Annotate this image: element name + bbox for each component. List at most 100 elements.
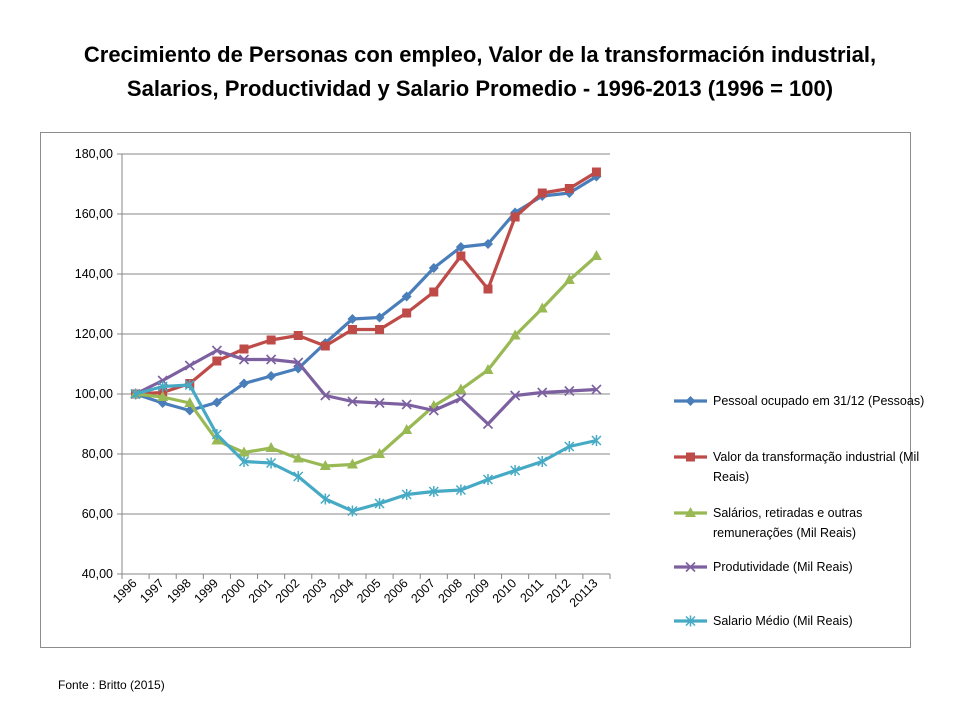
data-point (564, 441, 575, 452)
data-point (537, 387, 548, 398)
line-chart: 40,00 60,00 80,00 100,00 120,00 140,00 160,00 1… (75, 147, 611, 610)
data-point (347, 396, 358, 407)
x-tick-label: 2002 (273, 576, 303, 606)
data-point (456, 251, 466, 261)
x-tick-label: 2008 (435, 576, 465, 606)
legend-label: Salario Médio (Mil Reais) (713, 611, 953, 631)
data-point (184, 379, 195, 391)
legend-label-line: remunerações (Mil Reais) (713, 526, 857, 540)
legend-label: Salários, retiradas e outras remunerações… (713, 503, 953, 543)
data-point (374, 498, 385, 509)
data-point (320, 493, 331, 505)
data-point (483, 284, 493, 294)
data-point (130, 388, 141, 400)
y-tick-label: 40,00 (82, 567, 113, 581)
data-point (239, 378, 249, 389)
x-tick-label: 2000 (219, 576, 249, 606)
data-point (157, 381, 168, 392)
data-point (428, 486, 439, 497)
chart-title-line-2: Salarios, Productividad y Salario Promed… (126, 76, 834, 101)
x-tick-label: 1996 (110, 576, 140, 606)
legend-label: Produtividade (Mil Reais) (713, 557, 953, 577)
data-point (211, 345, 222, 356)
series-2 (131, 167, 601, 399)
y-tick-label: 100,00 (75, 387, 113, 401)
data-point (510, 212, 520, 222)
legend-swatch (674, 561, 707, 573)
data-point (510, 465, 521, 476)
data-point (374, 448, 386, 458)
data-point (239, 344, 249, 354)
data-point (292, 452, 304, 463)
series-3 (130, 250, 602, 470)
data-point (212, 356, 222, 366)
data-point (482, 364, 494, 374)
source-note: Fonte : Britto (2015) (58, 678, 165, 692)
series-line (134, 348, 597, 426)
data-point (455, 393, 466, 404)
data-point (320, 341, 330, 351)
data-point (685, 615, 696, 627)
y-tick-label: 120,00 (75, 327, 113, 341)
data-point (401, 399, 412, 410)
data-point (266, 371, 277, 381)
series-5 (130, 379, 602, 517)
legend-swatch (674, 452, 707, 462)
data-point (483, 239, 493, 249)
data-point (347, 314, 358, 324)
legend-swatch (674, 396, 707, 406)
x-tick-label: 2010 (490, 576, 520, 606)
x-tick-label: 2003 (300, 576, 330, 606)
data-point (686, 452, 695, 462)
y-tick-label: 80,00 (82, 447, 113, 461)
data-point (238, 456, 250, 467)
data-point (374, 312, 385, 323)
series-line (135, 254, 598, 468)
data-point (347, 505, 358, 517)
data-point (266, 354, 277, 365)
data-point (537, 456, 548, 467)
data-point (293, 471, 304, 482)
legend-label-line: Produtividade (Mil Reais) (713, 560, 853, 574)
legend-label-line: Pessoal ocupado em 31/12 (Pessoas) (713, 394, 925, 408)
data-point (428, 405, 439, 416)
chart-frame: 40,00 60,00 80,00 100,00 120,00 140,00 160,00 1… (40, 132, 924, 648)
x-tick-label: 2001 (246, 576, 276, 606)
data-point (455, 383, 467, 394)
y-tick-label: 160,00 (75, 207, 113, 221)
data-point (591, 435, 602, 446)
x-tick-label: 20113 (567, 576, 601, 610)
legend-label-line: Reais) (713, 470, 750, 484)
x-tick-label: 2007 (408, 576, 438, 606)
data-point (265, 442, 277, 452)
data-point (238, 354, 250, 365)
data-point (157, 391, 169, 401)
legend-label: Pessoal ocupado em 31/12 (Pessoas) (713, 391, 953, 411)
data-point (590, 250, 602, 260)
data-point (401, 489, 412, 500)
data-point (455, 484, 466, 496)
series-line (135, 175, 598, 413)
data-point (375, 325, 385, 334)
x-tick-label: 1999 (191, 576, 221, 606)
series-1 (130, 171, 602, 416)
data-point (402, 308, 412, 318)
y-tick-label: 180,00 (75, 147, 113, 161)
data-point (536, 302, 548, 313)
x-tick-label: 2004 (327, 576, 357, 606)
data-point (455, 242, 466, 252)
legend-label: Valor da transformação industrial (Mil Re… (713, 447, 953, 487)
y-tick-label: 140,00 (75, 267, 113, 281)
data-point (266, 457, 277, 469)
legend-swatch (674, 507, 707, 517)
x-tick-label: 1998 (164, 576, 194, 606)
data-point (238, 446, 250, 457)
data-point (685, 507, 696, 517)
data-point (564, 184, 574, 193)
data-point (293, 357, 304, 368)
chart-title: Crecimiento de Personas con empleo, Valo… (40, 38, 920, 106)
x-tick-label: 2006 (381, 576, 411, 606)
data-point (347, 325, 357, 334)
data-point (401, 424, 413, 434)
data-point (537, 188, 547, 198)
